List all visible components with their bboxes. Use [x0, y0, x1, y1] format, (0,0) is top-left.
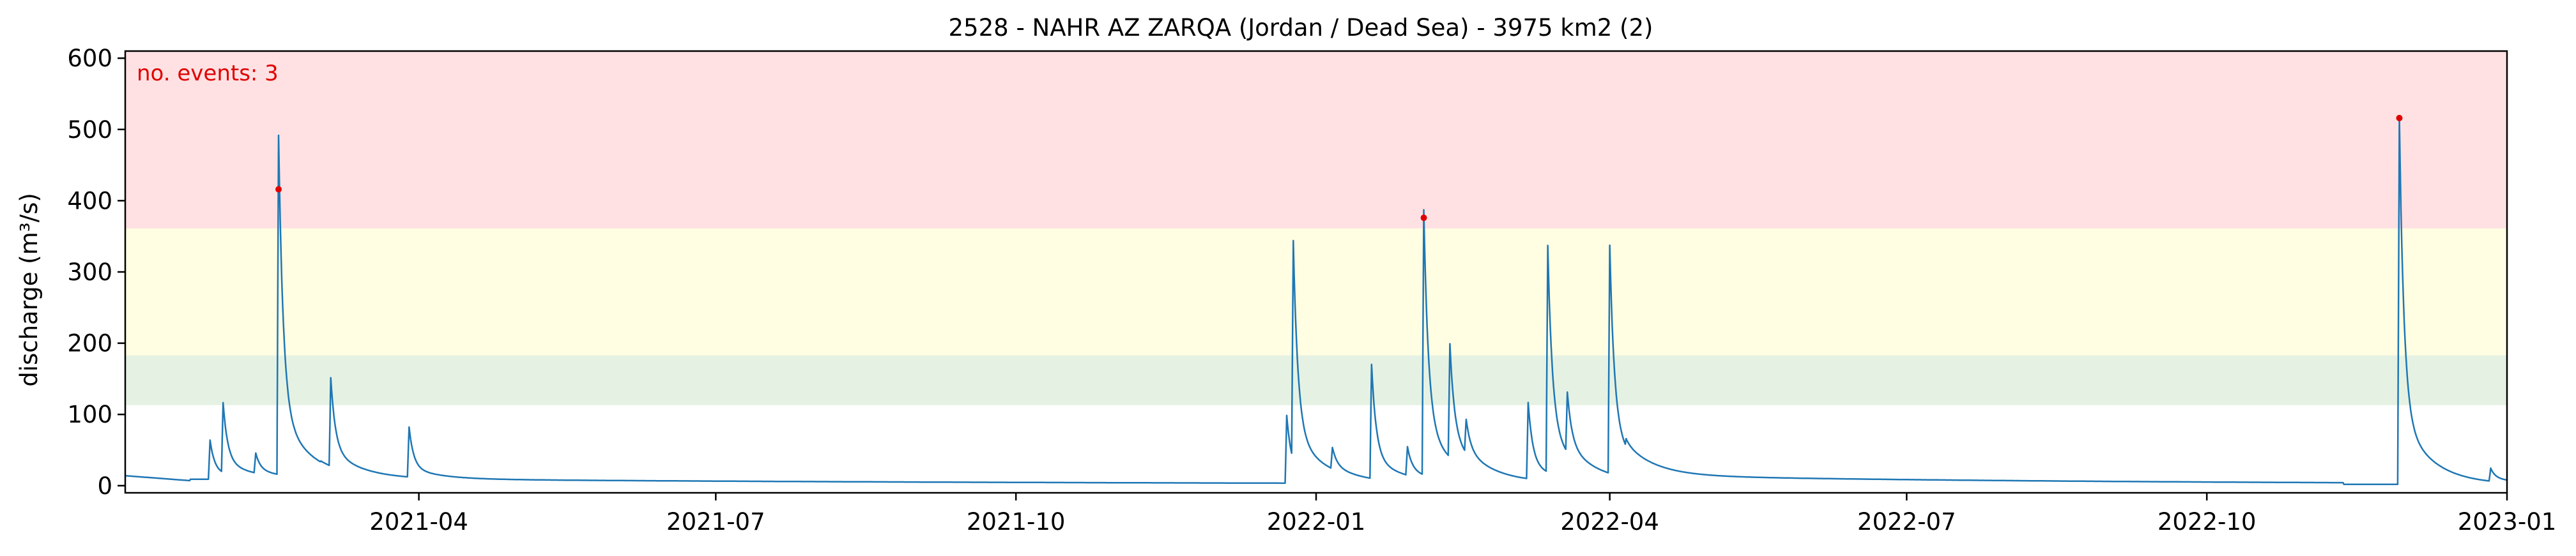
x-tick-label: 2022-01: [1267, 508, 1366, 536]
y-tick-label: 0: [97, 472, 112, 500]
series-group: [125, 116, 2508, 486]
y-tick-label: 500: [67, 116, 112, 144]
x-tick-label: 2021-10: [967, 508, 1066, 536]
y-tick-label: 600: [67, 45, 112, 72]
x-tick-label: 2023-01: [2458, 508, 2557, 536]
x-tick-label: 2021-07: [666, 508, 765, 536]
threshold-bands: [125, 51, 2507, 405]
x-tick-label: 2022-04: [1560, 508, 1659, 536]
y-tick-label: 400: [67, 187, 112, 214]
y-axis-label: discharge (m³/s): [15, 193, 43, 387]
event-marker: [275, 186, 282, 193]
plot-frame: [124, 50, 2508, 494]
band-low-threshold: [125, 355, 2507, 405]
band-high-threshold: [125, 51, 2507, 229]
axes-ticks: 2021-04 2021-07 2021-10 2022-01 2022-04 2022-…: [67, 45, 2556, 536]
discharge-line: [125, 116, 2508, 486]
event-marker: [2396, 114, 2403, 121]
y-tick-label: 200: [67, 330, 112, 357]
event-marker: [1420, 214, 1427, 222]
band-medium-threshold: [125, 228, 2507, 356]
x-tick-label: 2021-04: [369, 508, 468, 536]
x-tick-label: 2022-10: [2158, 508, 2257, 536]
chart-title: 2528 - NAHR AZ ZARQA (Jordan / Dead Sea)…: [949, 14, 1653, 41]
y-tick-label: 300: [67, 259, 112, 286]
events-count-annotation: no. events: 3: [137, 61, 279, 86]
x-tick-label: 2022-07: [1857, 508, 1956, 536]
events-group: [275, 114, 2403, 222]
y-tick-label: 100: [67, 401, 112, 428]
